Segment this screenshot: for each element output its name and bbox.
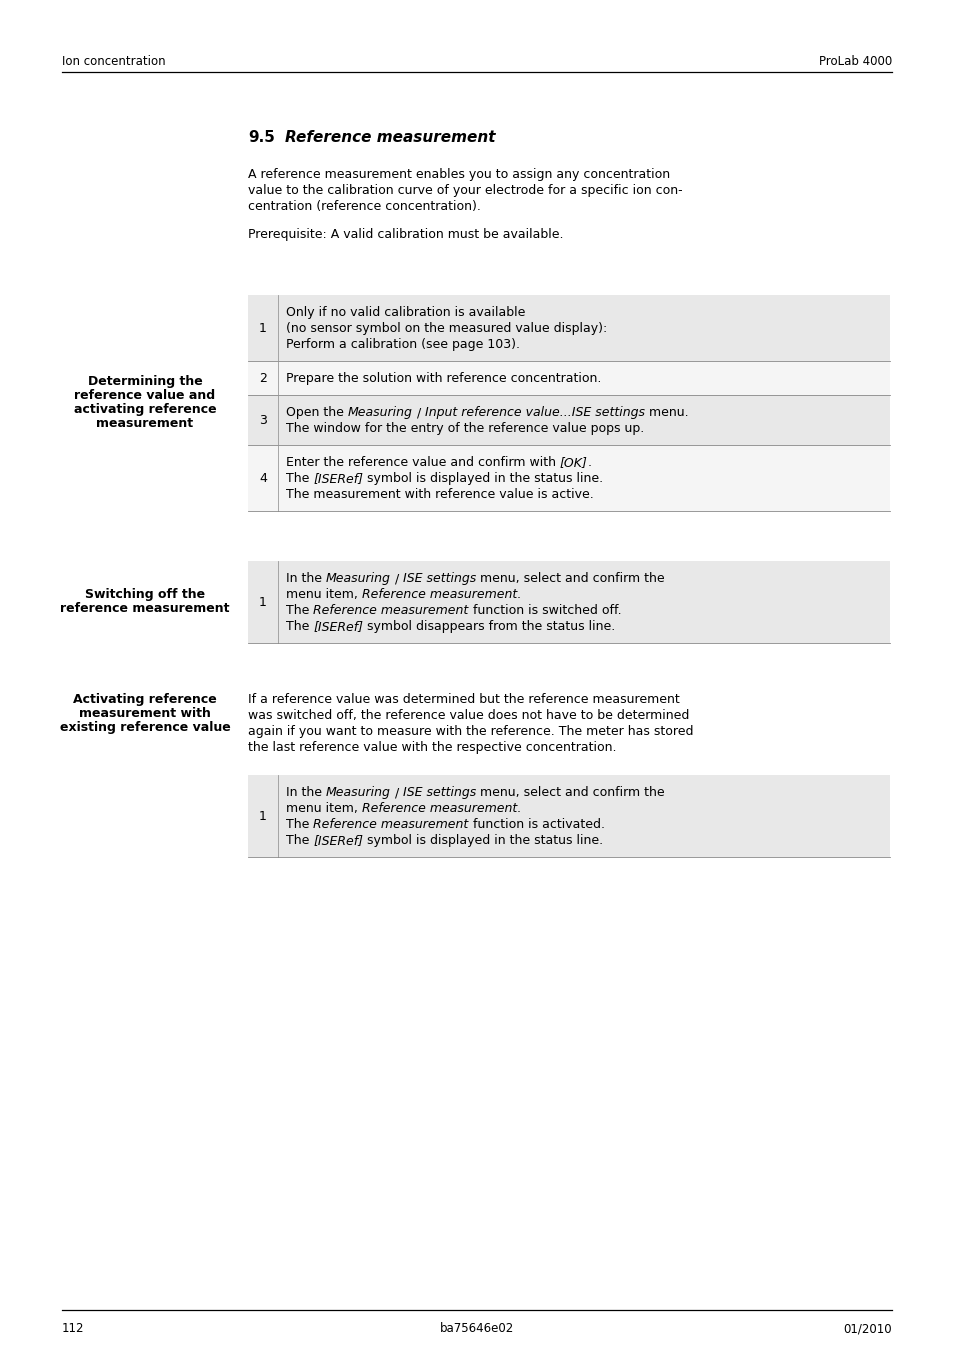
Text: Enter the reference value and confirm with: Enter the reference value and confirm wi…: [286, 457, 559, 470]
Text: Reference measurement: Reference measurement: [361, 802, 517, 816]
Text: [ISERef]: [ISERef]: [313, 620, 363, 634]
Bar: [248, 361, 889, 394]
Text: 1: 1: [259, 322, 267, 335]
Text: ba75646e02: ba75646e02: [439, 1323, 514, 1335]
Text: measurement: measurement: [96, 417, 193, 430]
Text: function is switched off.: function is switched off.: [468, 604, 620, 617]
Text: The window for the entry of the reference value pops up.: The window for the entry of the referenc…: [286, 423, 643, 435]
Text: In the: In the: [286, 573, 326, 585]
Text: A reference measurement enables you to assign any concentration: A reference measurement enables you to a…: [248, 168, 669, 181]
Text: Only if no valid calibration is available: Only if no valid calibration is availabl…: [286, 307, 525, 319]
Text: menu item,: menu item,: [286, 589, 361, 601]
Text: Open the: Open the: [286, 407, 348, 419]
Bar: [248, 295, 889, 361]
Text: again if you want to measure with the reference. The meter has stored: again if you want to measure with the re…: [248, 725, 693, 738]
Text: the last reference value with the respective concentration.: the last reference value with the respec…: [248, 740, 616, 754]
Text: Measuring: Measuring: [326, 573, 391, 585]
Text: [OK]: [OK]: [559, 457, 587, 470]
Text: menu.: menu.: [644, 407, 688, 419]
Text: ProLab 4000: ProLab 4000: [818, 55, 891, 68]
Text: function is activated.: function is activated.: [468, 819, 604, 831]
Text: ISE settings: ISE settings: [403, 573, 476, 585]
Text: Perform a calibration (see page 103).: Perform a calibration (see page 103).: [286, 339, 519, 351]
Bar: [248, 444, 889, 511]
Text: 01/2010: 01/2010: [842, 1323, 891, 1335]
Text: The: The: [286, 604, 313, 617]
Text: 112: 112: [62, 1323, 85, 1335]
Text: In the: In the: [286, 786, 326, 800]
Text: ISE settings: ISE settings: [403, 786, 476, 800]
Text: Activating reference: Activating reference: [73, 693, 216, 707]
Text: symbol is displayed in the status line.: symbol is displayed in the status line.: [363, 473, 603, 485]
Text: Measuring: Measuring: [326, 786, 391, 800]
Text: /: /: [391, 786, 403, 800]
Text: 9.5: 9.5: [248, 130, 274, 145]
Text: /: /: [391, 573, 403, 585]
Text: The: The: [286, 835, 313, 847]
Text: reference measurement: reference measurement: [60, 603, 230, 615]
Text: .: .: [517, 802, 520, 816]
Bar: [248, 561, 889, 643]
Text: (no sensor symbol on the measured value display):: (no sensor symbol on the measured value …: [286, 323, 607, 335]
Text: Prerequisite: A valid calibration must be available.: Prerequisite: A valid calibration must b…: [248, 228, 563, 240]
Text: The: The: [286, 473, 313, 485]
Text: /: /: [413, 407, 424, 419]
Text: activating reference: activating reference: [73, 403, 216, 416]
Text: menu, select and confirm the: menu, select and confirm the: [476, 786, 664, 800]
Text: .: .: [517, 589, 520, 601]
Text: was switched off, the reference value does not have to be determined: was switched off, the reference value do…: [248, 709, 689, 721]
Text: value to the calibration curve of your electrode for a specific ion con-: value to the calibration curve of your e…: [248, 184, 682, 197]
Text: 3: 3: [259, 413, 267, 427]
Text: [ISERef]: [ISERef]: [313, 835, 363, 847]
Text: symbol is displayed in the status line.: symbol is displayed in the status line.: [363, 835, 603, 847]
Text: symbol disappears from the status line.: symbol disappears from the status line.: [363, 620, 615, 634]
Text: Switching off the: Switching off the: [85, 588, 205, 601]
Text: 1: 1: [259, 596, 267, 608]
Text: The measurement with reference value is active.: The measurement with reference value is …: [286, 489, 593, 501]
Text: Determining the: Determining the: [88, 376, 202, 388]
Text: The: The: [286, 819, 313, 831]
Text: 2: 2: [259, 372, 267, 385]
Text: Reference measurement: Reference measurement: [361, 589, 517, 601]
Text: menu item,: menu item,: [286, 802, 361, 816]
Text: Reference measurement: Reference measurement: [285, 130, 495, 145]
Text: existing reference value: existing reference value: [59, 721, 230, 734]
Text: 4: 4: [259, 471, 267, 485]
Bar: [248, 394, 889, 444]
Text: measurement with: measurement with: [79, 707, 211, 720]
Text: Ion concentration: Ion concentration: [62, 55, 166, 68]
Text: menu, select and confirm the: menu, select and confirm the: [476, 573, 664, 585]
Text: centration (reference concentration).: centration (reference concentration).: [248, 200, 480, 213]
Text: 1: 1: [259, 809, 267, 823]
Text: Input reference value...ISE settings: Input reference value...ISE settings: [424, 407, 644, 419]
Text: Prepare the solution with reference concentration.: Prepare the solution with reference conc…: [286, 373, 600, 385]
Text: Measuring: Measuring: [348, 407, 413, 419]
Text: .: .: [587, 457, 591, 470]
Text: The: The: [286, 620, 313, 634]
Bar: [248, 775, 889, 857]
Text: reference value and: reference value and: [74, 389, 215, 403]
Text: [ISERef]: [ISERef]: [313, 473, 363, 485]
Text: Reference measurement: Reference measurement: [313, 604, 468, 617]
Text: If a reference value was determined but the reference measurement: If a reference value was determined but …: [248, 693, 679, 707]
Text: Reference measurement: Reference measurement: [313, 819, 468, 831]
